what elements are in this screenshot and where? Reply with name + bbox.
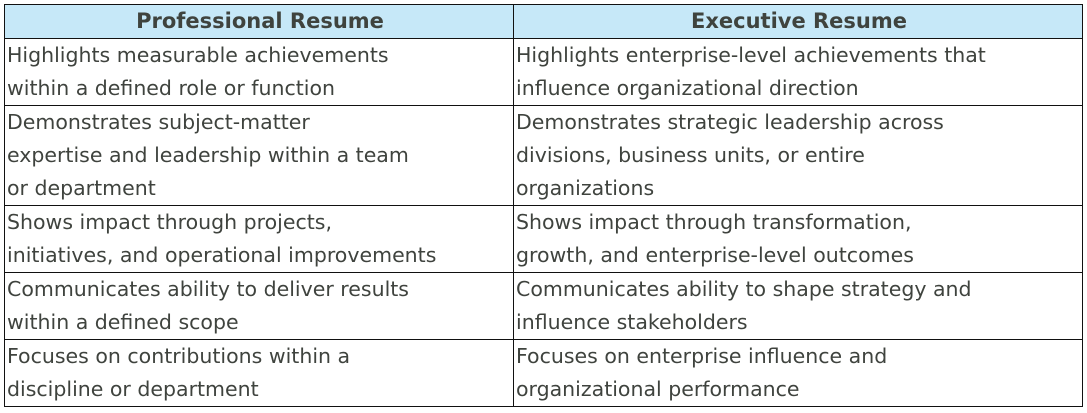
cell-text: Demonstrates strategic leadership across…	[516, 110, 944, 200]
cell-executive: Communicates ability to shape strategy a…	[513, 272, 1083, 340]
cell-professional: Demonstrates subject-matter expertise an…	[4, 105, 514, 206]
table-row: Shows impact through projects, initiativ…	[4, 205, 1083, 273]
cell-text: Shows impact through projects, initiativ…	[7, 210, 437, 267]
table-row: Demonstrates subject-matter expertise an…	[4, 105, 1083, 206]
cell-text: Communicates ability to shape strategy a…	[516, 277, 972, 334]
header-executive-resume: Executive Resume	[513, 4, 1083, 39]
cell-executive: Focuses on enterprise influence and orga…	[513, 339, 1083, 407]
cell-professional: Focuses on contributions within a discip…	[4, 339, 514, 407]
header-row: Professional Resume Executive Resume	[4, 4, 1083, 39]
cell-text: Shows impact through transformation, gro…	[516, 210, 914, 267]
cell-professional: Highlights measurable achievements withi…	[4, 38, 514, 106]
cell-professional: Communicates ability to deliver results …	[4, 272, 514, 340]
cell-professional: Shows impact through projects, initiativ…	[4, 205, 514, 273]
header-professional-resume: Professional Resume	[4, 4, 514, 39]
cell-text: Highlights enterprise-level achievements…	[516, 43, 986, 100]
table-row: Communicates ability to deliver results …	[4, 272, 1083, 340]
cell-executive: Demonstrates strategic leadership across…	[513, 105, 1083, 206]
table-row: Highlights measurable achievements withi…	[4, 38, 1083, 106]
cell-executive: Highlights enterprise-level achievements…	[513, 38, 1083, 106]
cell-executive: Shows impact through transformation, gro…	[513, 205, 1083, 273]
cell-text: Communicates ability to deliver results …	[7, 277, 409, 334]
cell-text: Demonstrates subject-matter expertise an…	[7, 110, 409, 200]
cell-text: Focuses on enterprise influence and orga…	[516, 344, 888, 401]
comparison-table: Professional Resume Executive Resume Hig…	[4, 4, 1083, 407]
table-row: Focuses on contributions within a discip…	[4, 339, 1083, 407]
cell-text: Highlights measurable achievements withi…	[7, 43, 389, 100]
cell-text: Focuses on contributions within a discip…	[7, 344, 351, 401]
